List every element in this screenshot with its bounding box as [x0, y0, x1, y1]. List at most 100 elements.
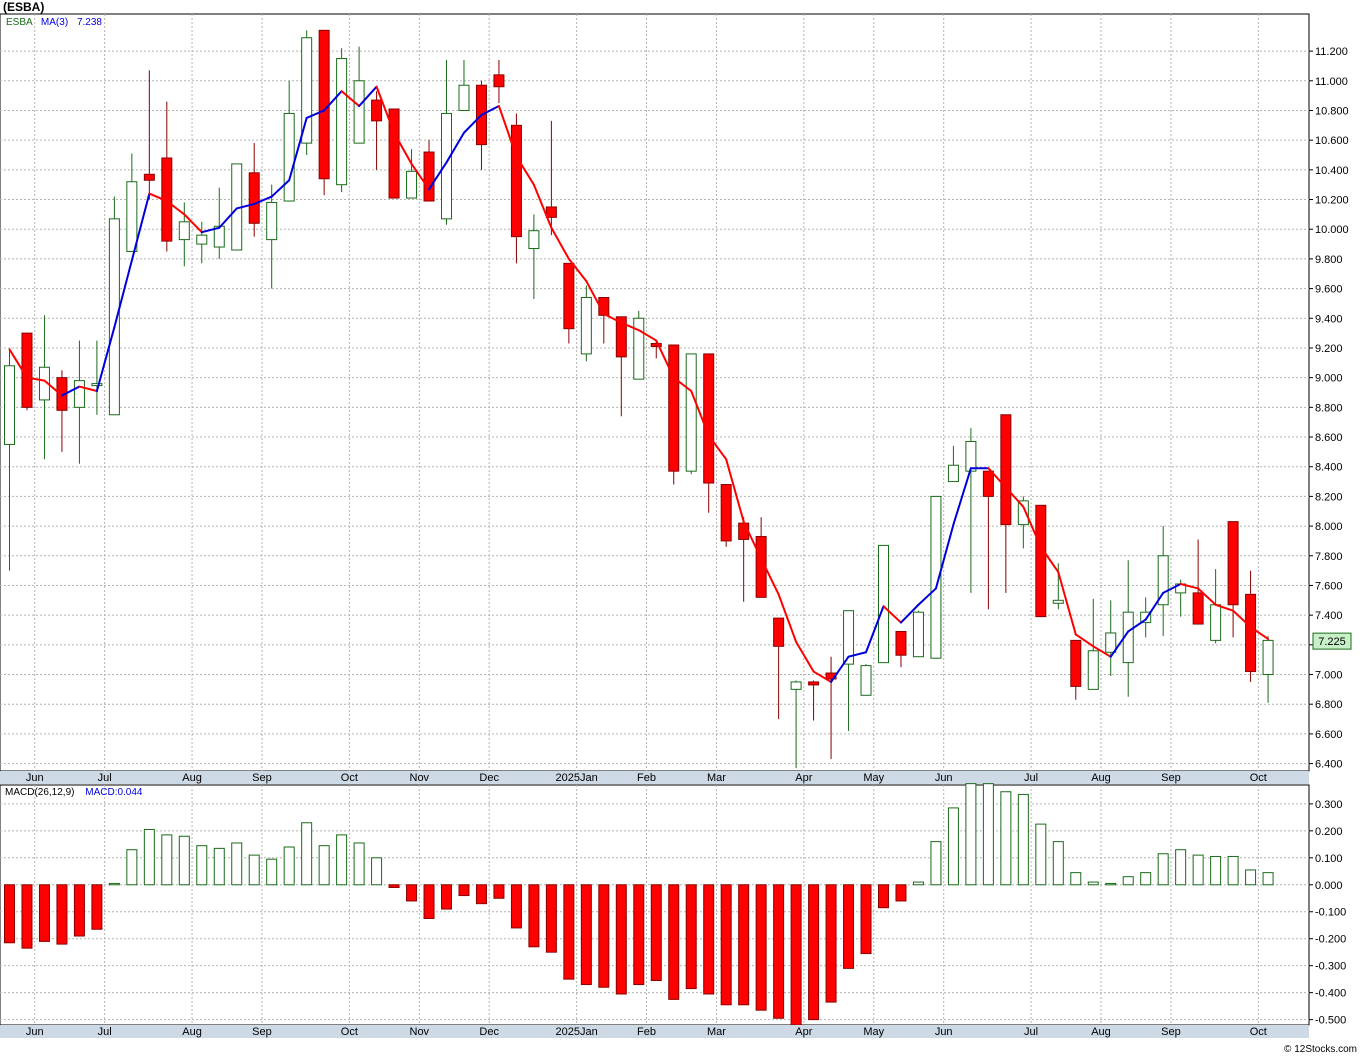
macd-tick-label: 0.000: [1315, 880, 1343, 892]
price-x-tick-label: May: [863, 772, 884, 784]
ma3-segment: [305, 109, 326, 119]
ma3-segment: [899, 603, 920, 624]
candle: [126, 153, 138, 252]
candle: [458, 60, 470, 111]
candle-body-up: [1105, 632, 1117, 653]
candlestick-series: [4, 29, 1274, 769]
candle-body-down: [1227, 521, 1239, 606]
price-x-tick-label: Mar: [707, 772, 726, 784]
ma3-segment: [1074, 633, 1095, 648]
ma3-segment: [393, 131, 413, 165]
candle-body-up: [126, 181, 138, 252]
macd-bar: [773, 884, 785, 1019]
candle-body-up: [108, 218, 120, 416]
ma3-segment: [567, 257, 588, 283]
macd-bar: [38, 884, 50, 942]
ma3-segment: [165, 200, 186, 216]
candle: [947, 445, 959, 483]
macd-tick-label: -0.500: [1315, 1015, 1346, 1027]
candle: [510, 113, 522, 264]
ma3-segment: [445, 131, 465, 164]
candle-body-up: [1017, 500, 1029, 526]
candle: [371, 91, 383, 170]
candle: [912, 610, 924, 658]
candle-body-up: [353, 80, 365, 144]
price-x-tick-label: Jun: [26, 772, 44, 784]
candle: [91, 340, 103, 415]
macd-bar: [738, 884, 750, 1006]
macd-bar: [318, 845, 330, 886]
candle-body-up: [266, 202, 278, 241]
macd-bar: [930, 841, 942, 886]
price-tick-label: 6.600: [1315, 729, 1343, 741]
macd-bar: [615, 884, 627, 995]
candle-body-up: [1157, 555, 1169, 606]
macd-bar: [510, 884, 522, 929]
price-tick-label: 10.800: [1315, 105, 1349, 117]
candle-body-down: [423, 151, 435, 202]
macd-bar: [545, 884, 557, 953]
candle: [633, 310, 645, 380]
macd-x-tick-label: Nov: [410, 1026, 430, 1038]
macd-bar: [126, 849, 138, 886]
candle: [1157, 526, 1169, 636]
candle-body-up: [178, 221, 190, 241]
candle: [388, 108, 400, 199]
macd-bar: [406, 884, 418, 902]
price-x-axis: Jun Jul Aug Sep Oct Nov Dec 2025Jan Feb Mar Apr May…: [26, 772, 1267, 784]
candle: [895, 630, 907, 668]
candle-body-up: [790, 681, 802, 690]
macd-tick-label: -0.100: [1315, 907, 1346, 919]
candle-body-up: [912, 611, 924, 658]
price-tick-label: 9.000: [1315, 373, 1343, 385]
macd-bar: [685, 884, 697, 990]
candle-body-up: [73, 380, 85, 408]
candle-body-down: [895, 630, 907, 656]
price-tick-label: 9.200: [1315, 343, 1343, 355]
macd-bar: [196, 845, 208, 886]
price-y-axis: 6.4006.6006.8007.0007.2007.4007.6007.800…: [1309, 46, 1349, 771]
macd-bar: [528, 884, 540, 948]
macd-bar: [178, 835, 190, 886]
macd-bar: [790, 884, 802, 1026]
macd-bar: [1245, 869, 1257, 886]
watermark: © 12Stocks.com: [1284, 1044, 1357, 1055]
candle-body-up: [4, 365, 15, 445]
candle-body-down: [388, 108, 400, 199]
candle-body-up: [196, 234, 208, 245]
macd-bar: [1157, 853, 1169, 886]
ma3-segment: [43, 379, 63, 397]
macd-bar: [1000, 791, 1012, 886]
ma3-segment: [375, 85, 396, 134]
candle: [720, 484, 732, 547]
ma3-segment: [812, 670, 833, 683]
candle-body-up: [878, 544, 889, 664]
ma3-segment: [60, 385, 81, 397]
candle-body-up: [685, 353, 697, 472]
ma3-segment: [655, 339, 675, 379]
price-tick-label: 8.400: [1315, 462, 1343, 474]
macd-bar: [441, 884, 452, 910]
price-tick-label: 10.600: [1315, 135, 1349, 147]
macd-bar: [1227, 855, 1239, 886]
candle-body-down: [1035, 504, 1047, 618]
price-x-tick-label: Jul: [1024, 772, 1038, 784]
ma3-segment: [550, 226, 570, 260]
candle: [353, 46, 365, 144]
ma3-segment: [428, 161, 448, 191]
candle: [580, 285, 592, 362]
candle-body-up: [965, 440, 977, 472]
ma3-segment: [917, 587, 937, 606]
ma3-segment: [1127, 618, 1147, 633]
candle-body-down: [703, 353, 715, 484]
ma3-segment: [462, 113, 483, 134]
ma3-segment: [1022, 505, 1042, 548]
macd-bar: [982, 783, 994, 886]
price-x-tick-label: Jul: [98, 772, 112, 784]
macd-bar: [371, 857, 383, 886]
candle: [1192, 539, 1204, 625]
candle-body-up: [860, 665, 872, 696]
candle-body-up: [91, 383, 103, 387]
candle: [4, 350, 15, 571]
price-x-tick-label: Sep: [1161, 772, 1181, 784]
